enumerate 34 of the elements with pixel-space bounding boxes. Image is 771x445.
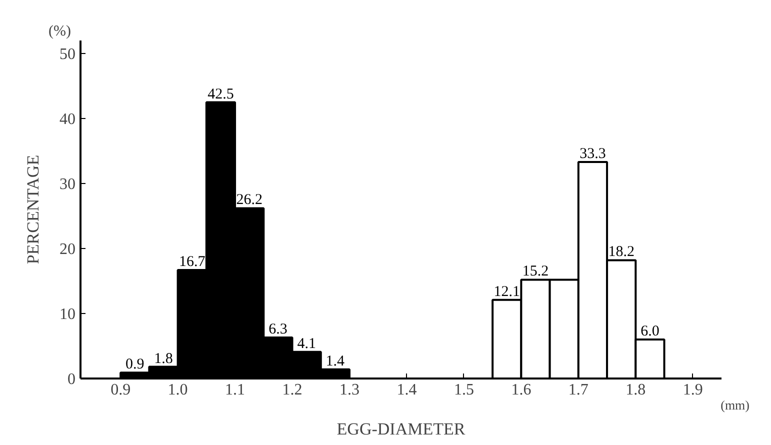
x-axis-title: EGG-DIAMETER xyxy=(336,420,466,438)
data-label: 0.9 xyxy=(125,356,144,373)
x-tick-label: 1.2 xyxy=(282,382,302,398)
x-tick-label: 1.7 xyxy=(568,382,588,398)
data-label: 12.1 xyxy=(494,284,520,300)
data-label: 4.1 xyxy=(297,336,316,352)
y-tick-label: 20 xyxy=(60,241,76,258)
text: (%) xyxy=(48,24,71,40)
data-label: 1.4 xyxy=(326,353,346,370)
x-tick-label: 1.6 xyxy=(511,382,532,398)
x-tick-label: 1.4 xyxy=(396,382,417,398)
x-tick-label: 1.0 xyxy=(168,382,188,398)
x-tick-label: 0.9 xyxy=(110,382,131,398)
x-tick-label: 1.3 xyxy=(339,382,360,398)
text: (mm) xyxy=(720,398,750,412)
data-label: 15.2 xyxy=(522,264,549,280)
y-tick-label: 0 xyxy=(68,371,76,388)
x-tick-label: 1.5 xyxy=(454,382,474,398)
data-label: 16.7 xyxy=(178,254,206,270)
y-tick-label: 10 xyxy=(60,306,76,323)
data-label: 26.2 xyxy=(236,192,262,208)
y-tick-label: 30 xyxy=(60,176,76,193)
data-label: 6.0 xyxy=(640,324,660,340)
y-tick-label: 50 xyxy=(60,46,76,63)
data-label: 18.2 xyxy=(608,244,634,260)
data-label: 6.3 xyxy=(268,322,288,338)
data-label: 42.5 xyxy=(208,86,234,102)
x-tick-label: 1.8 xyxy=(626,382,646,398)
x-tick-label: 1.1 xyxy=(225,382,246,398)
data-label: 33.3 xyxy=(580,146,606,162)
y-axis-title: PERCENTAGE xyxy=(24,154,42,264)
x-tick-label: 1.9 xyxy=(682,382,703,398)
y-tick-label: 40 xyxy=(60,111,76,128)
data-label: 1.8 xyxy=(154,350,173,367)
